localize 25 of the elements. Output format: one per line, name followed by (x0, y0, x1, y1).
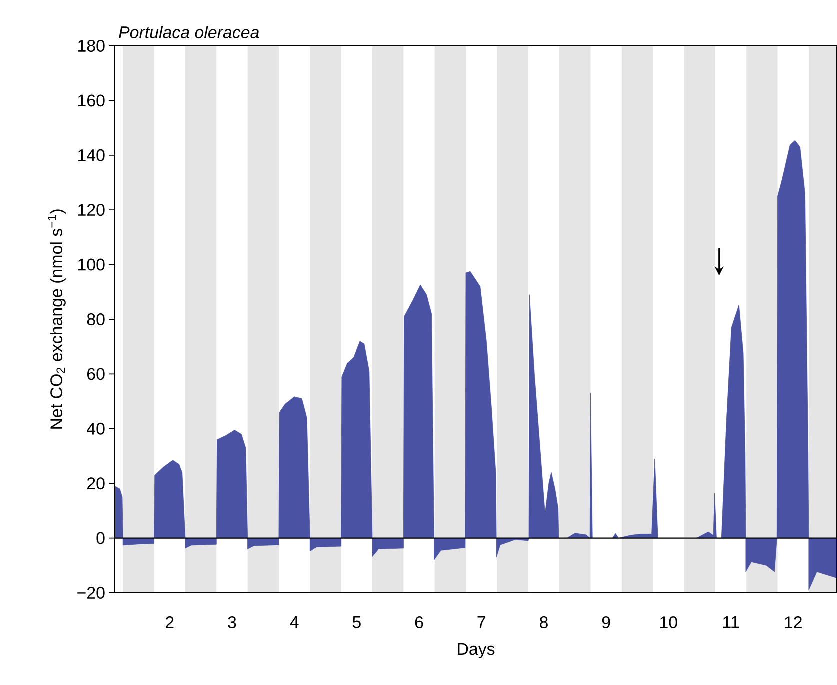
x-tick-label: 6 (415, 616, 424, 629)
y-tick-label: 40 (87, 422, 105, 435)
x-tick-label: 3 (228, 616, 236, 629)
x-tick-label: 11 (724, 616, 739, 628)
x-tick-label: 5 (352, 616, 361, 628)
x-tick-label: 2 (166, 616, 174, 628)
y-tick-label: 0 (96, 532, 105, 544)
y-tick-label: 100 (78, 258, 105, 271)
y-tick-label: 180 (78, 40, 105, 52)
x-tick-label: 9 (602, 616, 610, 629)
x-axis-title: Days (458, 643, 495, 659)
chart-title: Portulaca oleracea (119, 26, 260, 38)
x-tick-label: 12 (785, 616, 802, 628)
y-tick-label: −20 (78, 587, 105, 599)
y-tick-label: 20 (88, 478, 105, 490)
y-tick-label: 160 (78, 94, 105, 107)
x-tick-label: 8 (540, 616, 548, 629)
y-tick-label: 140 (78, 149, 105, 162)
x-tick-label: 10 (660, 616, 678, 629)
x-tick-label: 4 (290, 616, 299, 628)
y-tick-label: 80 (87, 314, 105, 326)
x-tick-label: 7 (478, 616, 486, 628)
y-tick-label: 120 (78, 204, 105, 216)
y-axis-title: Net CO$_{2}$ exchange (nmol s$^{−1}$) (48, 210, 66, 429)
y-tick-label: 60 (88, 368, 105, 380)
